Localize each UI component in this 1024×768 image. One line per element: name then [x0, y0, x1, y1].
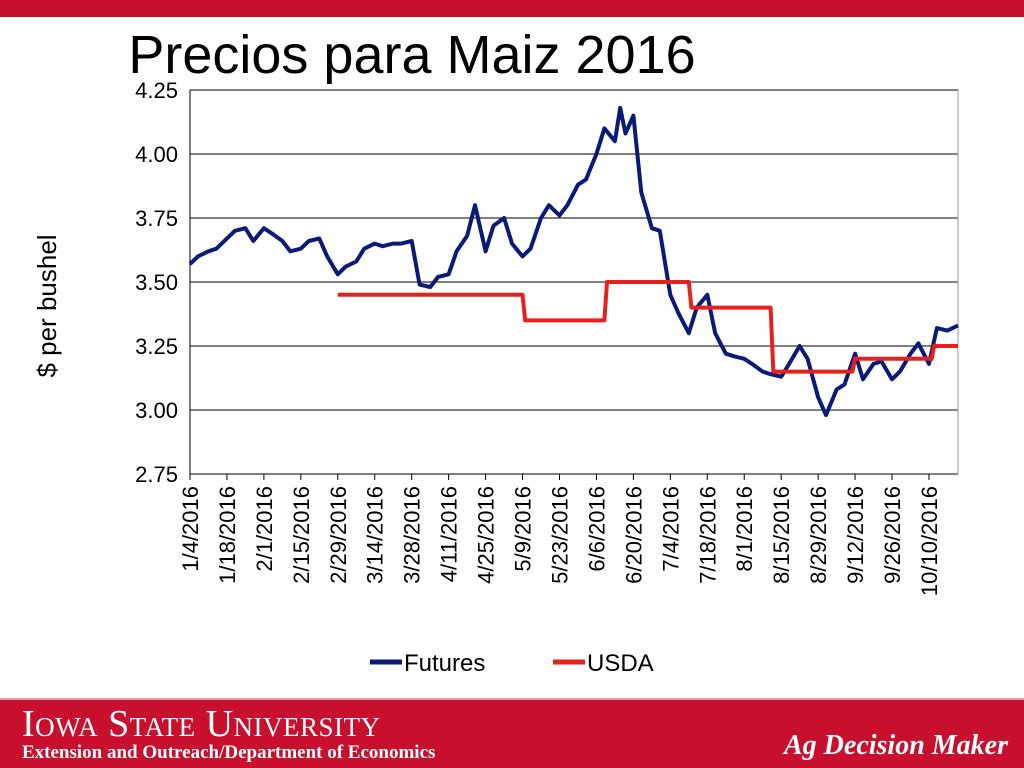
legend: Futures USDA	[370, 650, 654, 677]
x-tick-label: 4/11/2016	[437, 486, 462, 582]
x-tick-label: 4/25/2016	[474, 486, 499, 584]
x-tick-label: 2/15/2016	[289, 486, 314, 584]
footer-bar: Iowa State University Extension and Outr…	[0, 698, 1024, 768]
x-tick-label: 10/10/2016	[917, 486, 942, 596]
legend-label-futures: Futures	[404, 650, 485, 677]
y-tick-label: 2.75	[135, 462, 178, 487]
series-line-usda	[337, 280, 958, 374]
footer-rule	[0, 698, 1024, 700]
x-tick-label: 7/4/2016	[658, 486, 683, 572]
x-tick-label: 8/29/2016	[806, 486, 831, 584]
series-line-futures	[188, 105, 959, 418]
top-accent-bar	[0, 0, 1024, 17]
x-tick-label: 9/12/2016	[843, 486, 868, 584]
series-lines	[188, 105, 959, 418]
y-tick-label: 3.00	[135, 398, 178, 423]
x-tick-label: 2/1/2016	[252, 486, 277, 572]
y-tick-label: 3.25	[135, 334, 178, 359]
x-tick-label: 1/18/2016	[215, 486, 240, 584]
x-tick-label: 6/6/2016	[584, 486, 609, 572]
x-axis: 1/4/2016 1/18/2016 2/1/2016 2/15/2016 2/29/2…	[178, 474, 942, 596]
x-tick-label: 3/28/2016	[400, 486, 425, 584]
x-tick-label: 8/15/2016	[769, 486, 794, 584]
y-tick-label: 3.75	[135, 206, 178, 231]
grid-lines	[190, 89, 958, 475]
y-axis: 4.25 4.00 3.75 3.50 3.25 3.00 2.75	[135, 78, 959, 487]
legend-label-usda: USDA	[587, 650, 654, 677]
x-tick-label: 7/18/2016	[695, 486, 720, 584]
price-chart: 4.25 4.00 3.75 3.50 3.25 3.00 2.75 1/4/2016 1/1…	[32, 78, 959, 677]
department-text: Extension and Outreach/Department of Eco…	[22, 742, 436, 763]
y-tick-label: 3.50	[135, 270, 178, 295]
x-tick-label: 8/1/2016	[732, 486, 757, 572]
x-tick-label: 2/29/2016	[326, 486, 351, 584]
x-tick-label: 6/20/2016	[621, 486, 646, 584]
y-tick-label: 4.25	[135, 78, 178, 103]
university-logo: Iowa State University	[22, 703, 381, 745]
x-tick-label: 5/23/2016	[547, 486, 572, 584]
y-tick-label: 4.00	[135, 142, 178, 167]
x-tick-label: 9/26/2016	[880, 486, 905, 584]
slide-title: Precios para Maiz 2016	[128, 25, 696, 85]
y-axis-label: $ per bushel	[32, 234, 62, 377]
x-tick-label: 1/4/2016	[178, 486, 203, 572]
x-tick-label: 3/14/2016	[363, 486, 388, 584]
x-tick-label: 5/9/2016	[511, 486, 536, 572]
brand-text: Ag Decision Maker	[784, 730, 1008, 761]
